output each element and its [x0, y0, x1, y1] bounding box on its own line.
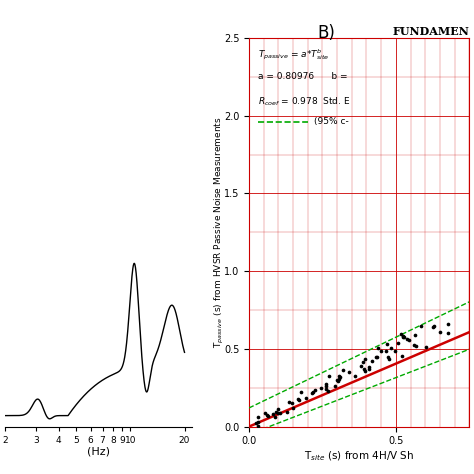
Point	[322, 383, 330, 390]
Point	[362, 367, 369, 374]
Text: $R_{coef}$ = 0.978  Std. E: $R_{coef}$ = 0.978 Std. E	[258, 95, 350, 108]
Point	[339, 366, 347, 374]
Point	[374, 344, 382, 352]
Point	[317, 385, 324, 392]
Point	[352, 373, 359, 380]
Point	[412, 342, 420, 350]
Point	[400, 333, 407, 341]
Point	[322, 386, 329, 393]
Point	[384, 354, 392, 361]
Point	[324, 387, 331, 395]
Point	[429, 323, 437, 330]
Point	[430, 323, 438, 330]
Point	[403, 336, 410, 343]
Point	[368, 357, 376, 365]
Point	[255, 422, 262, 430]
Point	[336, 372, 343, 380]
Point	[388, 345, 395, 352]
Point	[345, 368, 353, 376]
Point	[335, 377, 342, 384]
Point	[437, 328, 444, 336]
Point	[383, 340, 391, 347]
Point	[309, 389, 316, 396]
Point	[255, 418, 262, 426]
Point	[365, 365, 373, 373]
Point	[395, 339, 402, 346]
Text: B): B)	[317, 24, 335, 42]
X-axis label: (Hz): (Hz)	[87, 446, 110, 456]
Text: (95% c-: (95% c-	[314, 118, 348, 127]
Text: a = 0.80976      b =: a = 0.80976 b =	[258, 72, 347, 81]
Point	[382, 347, 389, 355]
Point	[373, 353, 381, 361]
Point	[385, 356, 393, 363]
X-axis label: T$_{site}$ (s) from 4H/V Sh: T$_{site}$ (s) from 4H/V Sh	[304, 449, 414, 463]
Point	[311, 386, 319, 394]
Point	[295, 396, 302, 403]
Point	[398, 331, 405, 338]
Point	[391, 347, 399, 355]
Text: $T_{passive}$ = $a$*$T^{b}_{site}$: $T_{passive}$ = $a$*$T^{b}_{site}$	[258, 47, 329, 62]
Point	[276, 409, 284, 417]
Point	[361, 355, 369, 363]
Point	[377, 347, 385, 355]
Point	[272, 413, 279, 420]
Point	[261, 409, 269, 417]
Point	[264, 412, 272, 420]
Point	[399, 333, 407, 340]
Point	[274, 405, 282, 413]
Point	[289, 404, 296, 411]
Point	[334, 376, 341, 383]
Point	[373, 354, 380, 361]
Point	[264, 411, 271, 419]
Point	[337, 373, 344, 381]
Point	[406, 336, 413, 343]
Point	[444, 320, 452, 328]
Point	[357, 362, 365, 370]
Text: FUNDAMEN: FUNDAMEN	[392, 26, 469, 37]
Point	[325, 372, 333, 380]
Point	[294, 396, 301, 403]
Point	[410, 342, 418, 349]
Point	[400, 333, 408, 340]
Point	[418, 322, 425, 330]
Y-axis label: T$_{passive}$ (s) from HVSR Passive Noise Measurements: T$_{passive}$ (s) from HVSR Passive Nois…	[213, 117, 226, 348]
Point	[331, 382, 338, 390]
Point	[285, 398, 292, 406]
Point	[254, 413, 262, 420]
Point	[297, 388, 305, 395]
Point	[288, 399, 295, 406]
Point	[302, 394, 310, 402]
Point	[359, 358, 367, 366]
Point	[398, 352, 406, 359]
Point	[274, 409, 282, 417]
Point	[365, 363, 373, 370]
Point	[335, 375, 342, 383]
Point	[445, 329, 452, 337]
Point	[309, 389, 317, 396]
Point	[273, 409, 280, 416]
Point	[323, 380, 330, 388]
Point	[252, 419, 260, 426]
Point	[411, 331, 419, 339]
Point	[422, 343, 429, 350]
Point	[269, 410, 276, 418]
Point	[360, 365, 367, 373]
Point	[283, 409, 291, 416]
